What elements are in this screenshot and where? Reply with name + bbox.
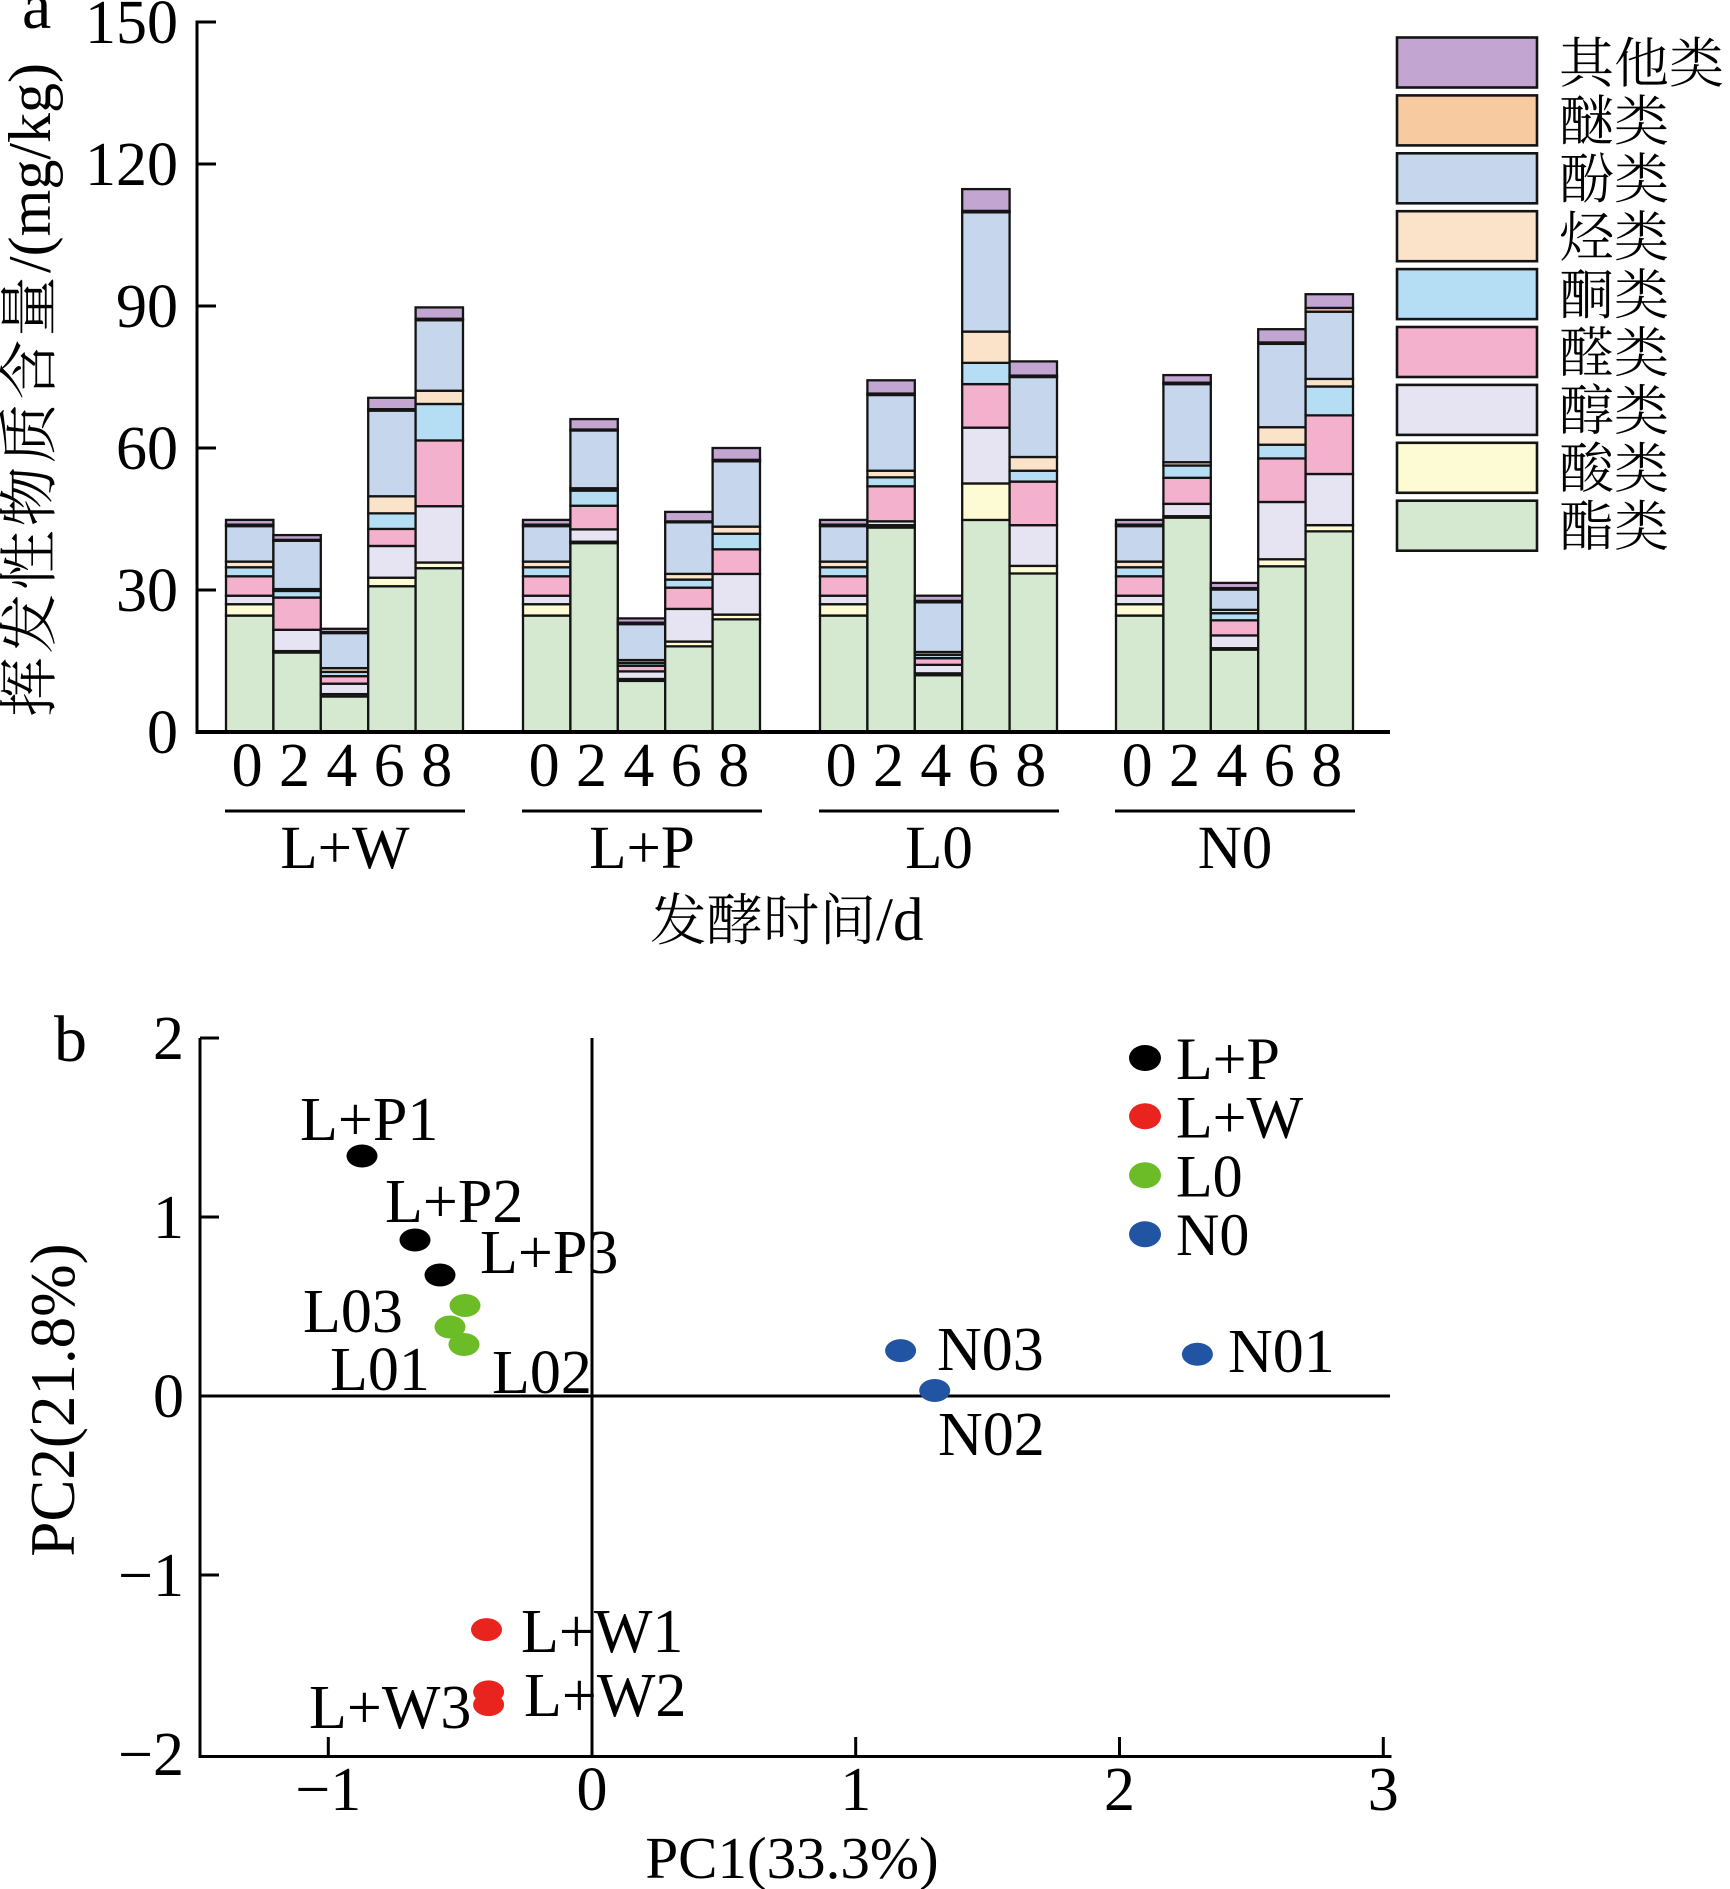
svg-text:N0: N0 [1198,815,1273,882]
svg-text:−1: −1 [295,1756,361,1824]
svg-text:N03: N03 [937,1316,1044,1384]
svg-text:0: 0 [232,732,263,800]
svg-text:2: 2 [153,1005,184,1073]
svg-text:4: 4 [326,732,357,800]
svg-text:2: 2 [873,732,904,800]
svg-text:6: 6 [374,732,405,800]
svg-text:0: 0 [147,699,178,767]
svg-text:2: 2 [576,732,607,800]
svg-text:L0: L0 [905,815,973,882]
svg-text:L+W: L+W [280,815,410,882]
svg-text:L01: L01 [330,1336,430,1404]
svg-text:L+P: L+P [589,815,695,882]
svg-text:8: 8 [718,732,749,800]
svg-text:90: 90 [116,273,178,341]
svg-text:L+P: L+P [1176,1026,1280,1092]
svg-text:L+W3: L+W3 [309,1674,471,1742]
svg-text:0: 0 [1122,732,1153,800]
svg-text:2: 2 [1169,732,1200,800]
svg-text:L+W2: L+W2 [524,1662,686,1730]
svg-text:a: a [22,0,51,43]
svg-text:L+P3: L+P3 [480,1219,618,1287]
svg-text:120: 120 [85,131,178,199]
svg-text:60: 60 [116,415,178,483]
svg-text:−2: −2 [118,1721,184,1789]
svg-text:4: 4 [920,732,951,800]
svg-text:L02: L02 [492,1339,592,1407]
svg-text:8: 8 [1015,732,1046,800]
svg-text:L03: L03 [303,1278,403,1346]
svg-text:6: 6 [1264,732,1295,800]
svg-text:0: 0 [529,732,560,800]
svg-text:2: 2 [1104,1756,1135,1824]
svg-text:8: 8 [1311,732,1342,800]
svg-text:1: 1 [153,1184,184,1252]
svg-text:3: 3 [1368,1756,1399,1824]
svg-text:150: 150 [85,0,178,57]
svg-text:6: 6 [968,732,999,800]
svg-text:/d: /d [876,887,923,954]
svg-text:30: 30 [116,557,178,625]
svg-text:2: 2 [279,732,310,800]
svg-text:PC2(21.8%): PC2(21.8%) [18,1243,88,1556]
svg-text:L+P1: L+P1 [300,1086,438,1154]
svg-text:b: b [54,1003,87,1076]
svg-text:N02: N02 [938,1401,1045,1469]
svg-text:6: 6 [671,732,702,800]
svg-text:4: 4 [1216,732,1247,800]
svg-text:1: 1 [840,1756,871,1824]
svg-text:L+P2: L+P2 [385,1168,523,1236]
svg-text:PC1(33.3%): PC1(33.3%) [645,1825,938,1889]
svg-text:4: 4 [623,732,654,800]
svg-text:/(mg/kg): /(mg/kg) [0,63,63,273]
svg-text:N01: N01 [1228,1318,1335,1386]
svg-text:L+W: L+W [1176,1084,1303,1150]
svg-text:0: 0 [826,732,857,800]
svg-text:0: 0 [153,1363,184,1431]
svg-text:8: 8 [421,732,452,800]
svg-text:N0: N0 [1176,1202,1249,1268]
svg-text:L0: L0 [1176,1143,1243,1209]
svg-text:0: 0 [577,1756,608,1824]
svg-text:L+W1: L+W1 [521,1598,683,1666]
svg-text:−1: −1 [118,1542,184,1610]
